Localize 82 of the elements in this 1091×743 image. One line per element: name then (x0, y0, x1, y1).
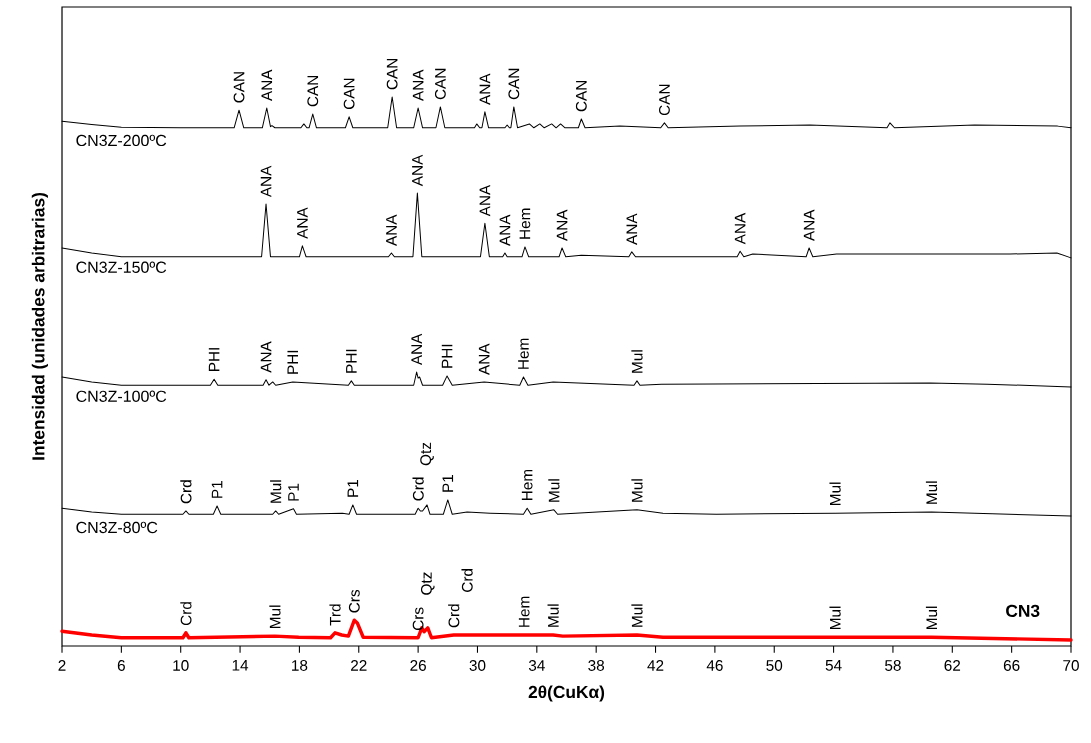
annotation: CAN (575, 80, 587, 112)
x-tick-label: 38 (588, 660, 605, 671)
annotation: ANA (386, 214, 397, 246)
annotation: ANA (412, 154, 423, 187)
annotation: PHI (346, 349, 357, 373)
x-tick-label: 10 (173, 660, 189, 671)
annotation: Crd (461, 569, 473, 592)
annotation: Mul (269, 605, 281, 628)
annotation: CAN (307, 75, 319, 107)
x-tick-label: 18 (292, 660, 308, 671)
annotation: Mul (829, 606, 841, 630)
annotation: Crd (180, 480, 192, 504)
annotation: ANA (260, 341, 272, 373)
annotation: CAN (508, 68, 520, 100)
x-tick-label: 2 (58, 660, 66, 671)
annotation: ANA (556, 209, 568, 242)
annotation: Mul (925, 606, 938, 630)
annotation: Crs (348, 589, 360, 613)
x-tick-label: 14 (232, 660, 249, 671)
annotation: Mul (547, 604, 559, 627)
annotation: CAN (659, 84, 670, 116)
x-tick-label: 30 (469, 660, 486, 671)
annotation: PHI (208, 348, 220, 372)
annotation: Mul (631, 604, 643, 627)
x-tick-label: 22 (351, 660, 367, 671)
x-tick-label: 26 (410, 660, 426, 671)
annotation: ANA (479, 184, 491, 217)
annotation: Hem (518, 338, 529, 369)
annotation: Mul (548, 479, 560, 502)
x-tick-label: 58 (885, 660, 901, 671)
x-tick-label: 42 (647, 660, 664, 671)
series-label: CN3 (1006, 604, 1040, 618)
annotation: ANA (803, 209, 815, 242)
annotation: Crd (412, 477, 424, 501)
annotation: CAN (233, 72, 245, 103)
x-axis-title: 2θ(CuKα) (528, 685, 605, 702)
annotation: ANA (478, 343, 490, 375)
x-tick-label: 50 (766, 660, 783, 671)
series-label: CN3Z-100ºC (76, 390, 167, 402)
x-tick-label: 66 (1003, 660, 1020, 671)
annotation: P1 (288, 483, 299, 501)
annotation: PHI (441, 344, 453, 368)
annotation: ANA (261, 69, 273, 102)
annotation: ANA (297, 207, 308, 239)
annotation: Mul (829, 482, 841, 505)
annotation: Qtz (420, 572, 435, 595)
annotation: CAN (386, 58, 398, 90)
annotation: Trd (329, 604, 341, 626)
annotation: Mul (631, 479, 643, 502)
annotation: ANA (479, 73, 491, 105)
series-label: CN3Z-80ºC (76, 521, 158, 534)
annotation: ANA (260, 165, 272, 198)
annotation: Mul (631, 350, 643, 373)
y-axis-title: Intensidad (unidades arbitrarias) (31, 193, 48, 460)
series-label: CN3Z-200ºC (76, 134, 167, 147)
annotation: Qtz (420, 442, 434, 466)
x-tick-label: 34 (528, 660, 545, 671)
annotation: Hem (518, 596, 530, 627)
annotation: CAN (343, 78, 355, 110)
annotation: Hem (521, 469, 533, 501)
series-label: CN3Z-150ºC (76, 261, 167, 273)
annotation: Hem (519, 208, 531, 239)
annotation: Mul (925, 481, 938, 504)
annotation: P1 (347, 479, 359, 497)
annotation: Crd (180, 602, 192, 626)
annotation: ANA (626, 213, 638, 245)
x-tick-label: 6 (117, 660, 125, 671)
annotation: Crs (412, 607, 424, 631)
annotation: Mul (270, 480, 282, 503)
annotation: PHI (287, 350, 299, 374)
x-tick-label: 70 (1063, 660, 1079, 671)
annotation: CAN (434, 68, 446, 100)
annotation: P1 (211, 481, 223, 498)
annotation: ANA (734, 212, 746, 245)
annotation: ANA (499, 214, 511, 246)
annotation: Crd (448, 604, 460, 628)
annotation: ANA (412, 69, 424, 102)
annotation: P1 (442, 475, 454, 492)
x-tick-label: 54 (825, 660, 842, 671)
x-tick-label: 62 (944, 660, 961, 671)
annotation: ANA (411, 333, 422, 366)
x-tick-label: 46 (706, 660, 723, 671)
